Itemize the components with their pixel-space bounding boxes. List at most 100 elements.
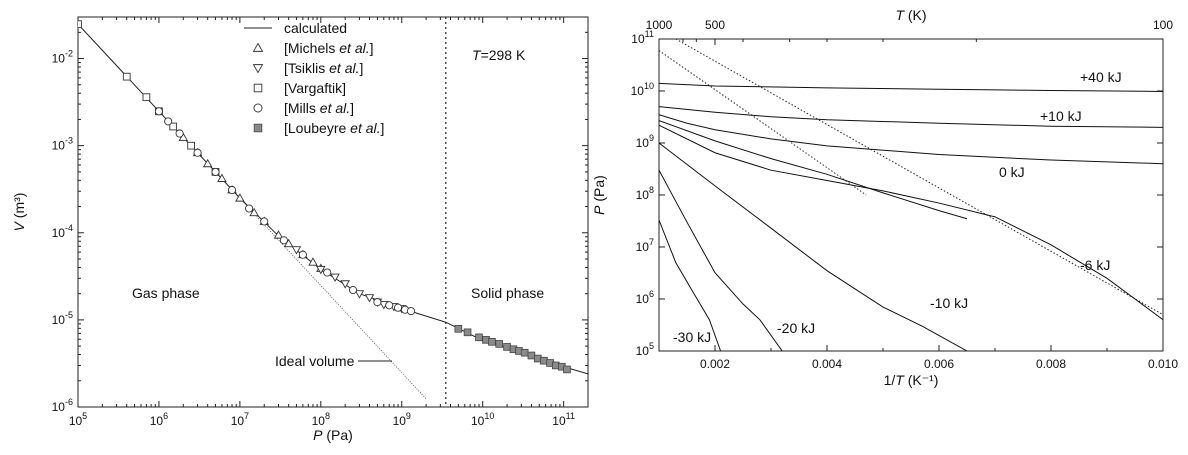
series-line — [659, 169, 783, 351]
data-point-triangle-up — [235, 193, 245, 202]
y-tick-label: 105 — [636, 341, 654, 358]
series-line — [659, 82, 1163, 92]
top-tick-label: 1000 — [646, 18, 673, 32]
y-tick-label: 109 — [636, 133, 654, 150]
data-point-circle-open — [260, 217, 269, 226]
legend-label: [Mills et al.] — [284, 100, 354, 116]
ideal-volume-label: Ideal volume — [275, 353, 355, 369]
x-tick-label: 1011 — [552, 411, 575, 428]
legend-label: [Loubeyre et al.] — [284, 120, 384, 136]
x-tick-label: 0.004 — [812, 357, 842, 371]
y-tick-label: 10-2 — [52, 49, 73, 66]
series-label: -6 kJ — [1080, 257, 1110, 273]
data-point-square-filled — [475, 333, 483, 342]
x-tick-label: 0.008 — [1036, 357, 1066, 371]
y-tick-label: 106 — [636, 289, 654, 306]
y-tick-label: 107 — [636, 237, 654, 254]
calculated-curve — [78, 23, 588, 375]
data-point-triangle-up — [217, 173, 227, 182]
data-point-circle-open — [245, 204, 254, 213]
x-tick-label: 106 — [150, 411, 168, 428]
data-point-circle-open — [227, 185, 237, 195]
y-tick-label: 10-6 — [52, 397, 73, 414]
data-point-square-filled — [563, 365, 571, 374]
series-label: -20 kJ — [777, 320, 815, 336]
x-axis-label: 1/T (K⁻¹) — [884, 372, 939, 388]
data-point-square-filled — [503, 343, 511, 351]
data-point-circle-open — [298, 250, 307, 259]
data-point-triangle-down — [354, 290, 365, 299]
y-tick-label: 108 — [636, 185, 654, 202]
series-label: -10 kJ — [930, 295, 968, 311]
y-tick-label: 10-4 — [52, 223, 73, 240]
series-line — [659, 219, 722, 351]
data-point-circle-open — [154, 107, 163, 116]
data-point-square-open — [122, 72, 131, 81]
legend-label: calculated — [284, 20, 347, 36]
x-axis-label: P (Pa) — [313, 427, 353, 443]
x-tick-label: 0.002 — [700, 357, 730, 371]
top-tick-label: 500 — [705, 18, 725, 32]
data-point-square-filled — [488, 338, 496, 346]
legend-label: [Vargaftik] — [284, 80, 346, 96]
legend-marker-square-filled — [253, 123, 263, 133]
data-point-square-filled — [495, 340, 504, 348]
data-point-circle-open — [193, 148, 202, 157]
series-line — [659, 142, 968, 351]
series-line — [659, 120, 968, 220]
data-point-circle-open — [394, 303, 403, 312]
series-line — [659, 114, 1163, 165]
data-point-triangle-down — [291, 246, 302, 255]
data-point-triangle-down — [316, 265, 326, 275]
series-label: -30 kJ — [673, 329, 711, 345]
plot-area — [78, 17, 588, 407]
x-tick-label: 109 — [393, 411, 411, 428]
plot-area — [659, 39, 1163, 351]
top-tick-label: 100 — [1153, 18, 1173, 32]
data-point-triangle-up — [249, 207, 259, 217]
data-point-square-filled — [527, 351, 536, 360]
y-axis-label: V (m³) — [11, 193, 27, 232]
y-tick-label: 10-5 — [52, 310, 73, 327]
data-point-triangle-up — [273, 230, 284, 239]
x-tick-label: 1010 — [471, 411, 494, 428]
y-tick-label: 10-3 — [52, 136, 73, 153]
data-point-circle-open — [348, 286, 358, 295]
legend-marker-triangle-down — [252, 64, 264, 74]
data-point-square-open — [142, 93, 151, 102]
legend-marker-triangle-up — [252, 42, 264, 52]
data-point-circle-open — [323, 268, 332, 277]
top-axis-label: T (K) — [895, 7, 926, 23]
x-tick-label: 105 — [69, 411, 87, 428]
plot-frame — [77, 16, 589, 408]
pressure-inverse-temperature-chart: 0.002 0.004 0.006 0.008 0.010 1000 500 100 105 10… — [591, 7, 1178, 388]
x-tick-label: 108 — [312, 411, 330, 428]
data-point-circle-open — [164, 117, 173, 126]
data-point-circle-open — [373, 298, 382, 307]
data-point-square-open — [187, 141, 195, 150]
gas-phase-label: Gas phase — [132, 285, 200, 301]
data-point-square-filled — [540, 356, 548, 365]
series-label: +10 kJ — [1040, 108, 1082, 124]
data-point-triangle-up — [308, 257, 318, 266]
data-point-circle-open — [406, 307, 416, 316]
legend-marker-square-open — [253, 83, 263, 93]
data-point-triangle-down — [364, 294, 375, 303]
y-tick-label: 1010 — [631, 81, 654, 98]
data-point-triangle-down — [340, 280, 350, 289]
series-line — [659, 124, 1163, 321]
data-point-square-open — [78, 20, 82, 29]
legend-marker-circle-open — [253, 103, 263, 113]
x-tick-label: 0.006 — [924, 357, 954, 371]
data-point-circle-open — [385, 301, 394, 310]
y-axis-label: P (Pa) — [591, 175, 607, 215]
series-label: +40 kJ — [1080, 69, 1122, 85]
data-point-square-open — [169, 122, 178, 131]
data-point-square-filled — [520, 348, 529, 357]
legend-label: [Michels et al.] — [284, 40, 374, 56]
legend-label: [Tsiklis et al.] — [284, 60, 363, 76]
temperature-annotation: T=298 K — [472, 47, 526, 63]
x-tick-label: 0.010 — [1148, 357, 1178, 371]
